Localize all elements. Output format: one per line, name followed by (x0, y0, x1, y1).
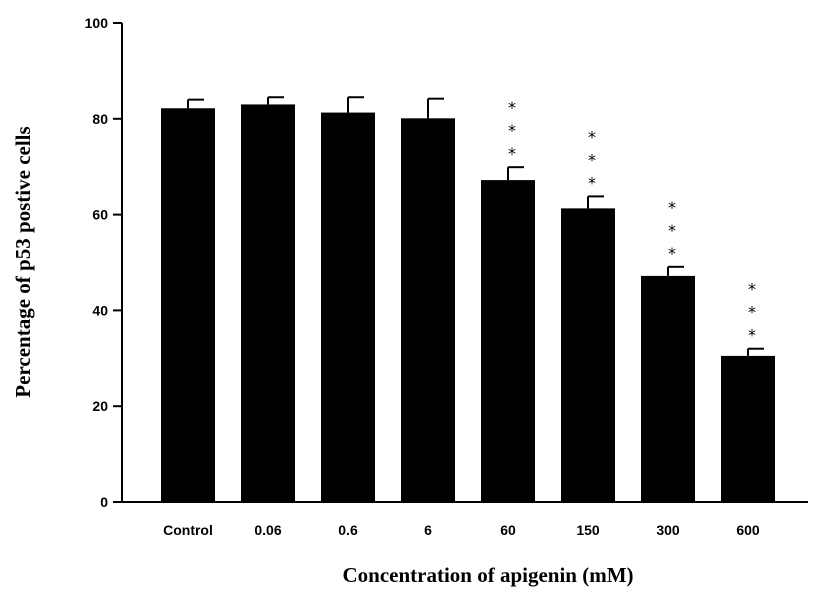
significance-star: * (508, 121, 516, 140)
significance-star: * (588, 150, 596, 169)
bar (641, 275, 695, 502)
y-axis: 0 20 40 60 80 100 (85, 15, 123, 510)
x-tick-label: Control (163, 522, 213, 538)
bar (721, 355, 775, 502)
significance-star: * (668, 198, 676, 217)
bar (161, 108, 215, 503)
significance-star: * (748, 326, 756, 345)
error-bars (187, 96, 764, 356)
x-tick-label: 6 (424, 522, 432, 538)
x-tick-label: 0.6 (338, 522, 358, 538)
bar (561, 208, 615, 503)
y-tick-label: 100 (85, 15, 109, 31)
significance-star: * (668, 244, 676, 263)
x-tick-label: 0.06 (254, 522, 281, 538)
significance-star: * (668, 221, 676, 240)
y-tick-label: 40 (92, 302, 108, 318)
bar (401, 118, 455, 503)
significance-markers: * * * * * * * * * * * * (508, 98, 756, 345)
bars (161, 104, 775, 503)
y-axis-title: Percentage of p53 postive cells (11, 126, 35, 397)
y-tick-label: 20 (92, 398, 108, 414)
significance-star: * (508, 98, 516, 117)
bar (241, 104, 295, 503)
bar (321, 112, 375, 502)
x-tick-label: 150 (576, 522, 600, 538)
y-tick-label: 0 (100, 494, 108, 510)
significance-star: * (588, 127, 596, 146)
x-axis-title: Concentration of apigenin (mM) (342, 563, 633, 587)
x-tick-label: 300 (656, 522, 680, 538)
bar (481, 180, 535, 502)
y-tick-label: 60 (92, 207, 108, 223)
significance-star: * (748, 280, 756, 299)
significance-star: * (508, 144, 516, 163)
significance-star: * (588, 173, 596, 192)
y-tick-label: 80 (92, 111, 108, 127)
x-axis: Control 0.06 0.6 6 60 150 300 600 (122, 501, 808, 538)
x-tick-label: 600 (736, 522, 760, 538)
significance-star: * (748, 303, 756, 322)
x-tick-label: 60 (500, 522, 516, 538)
